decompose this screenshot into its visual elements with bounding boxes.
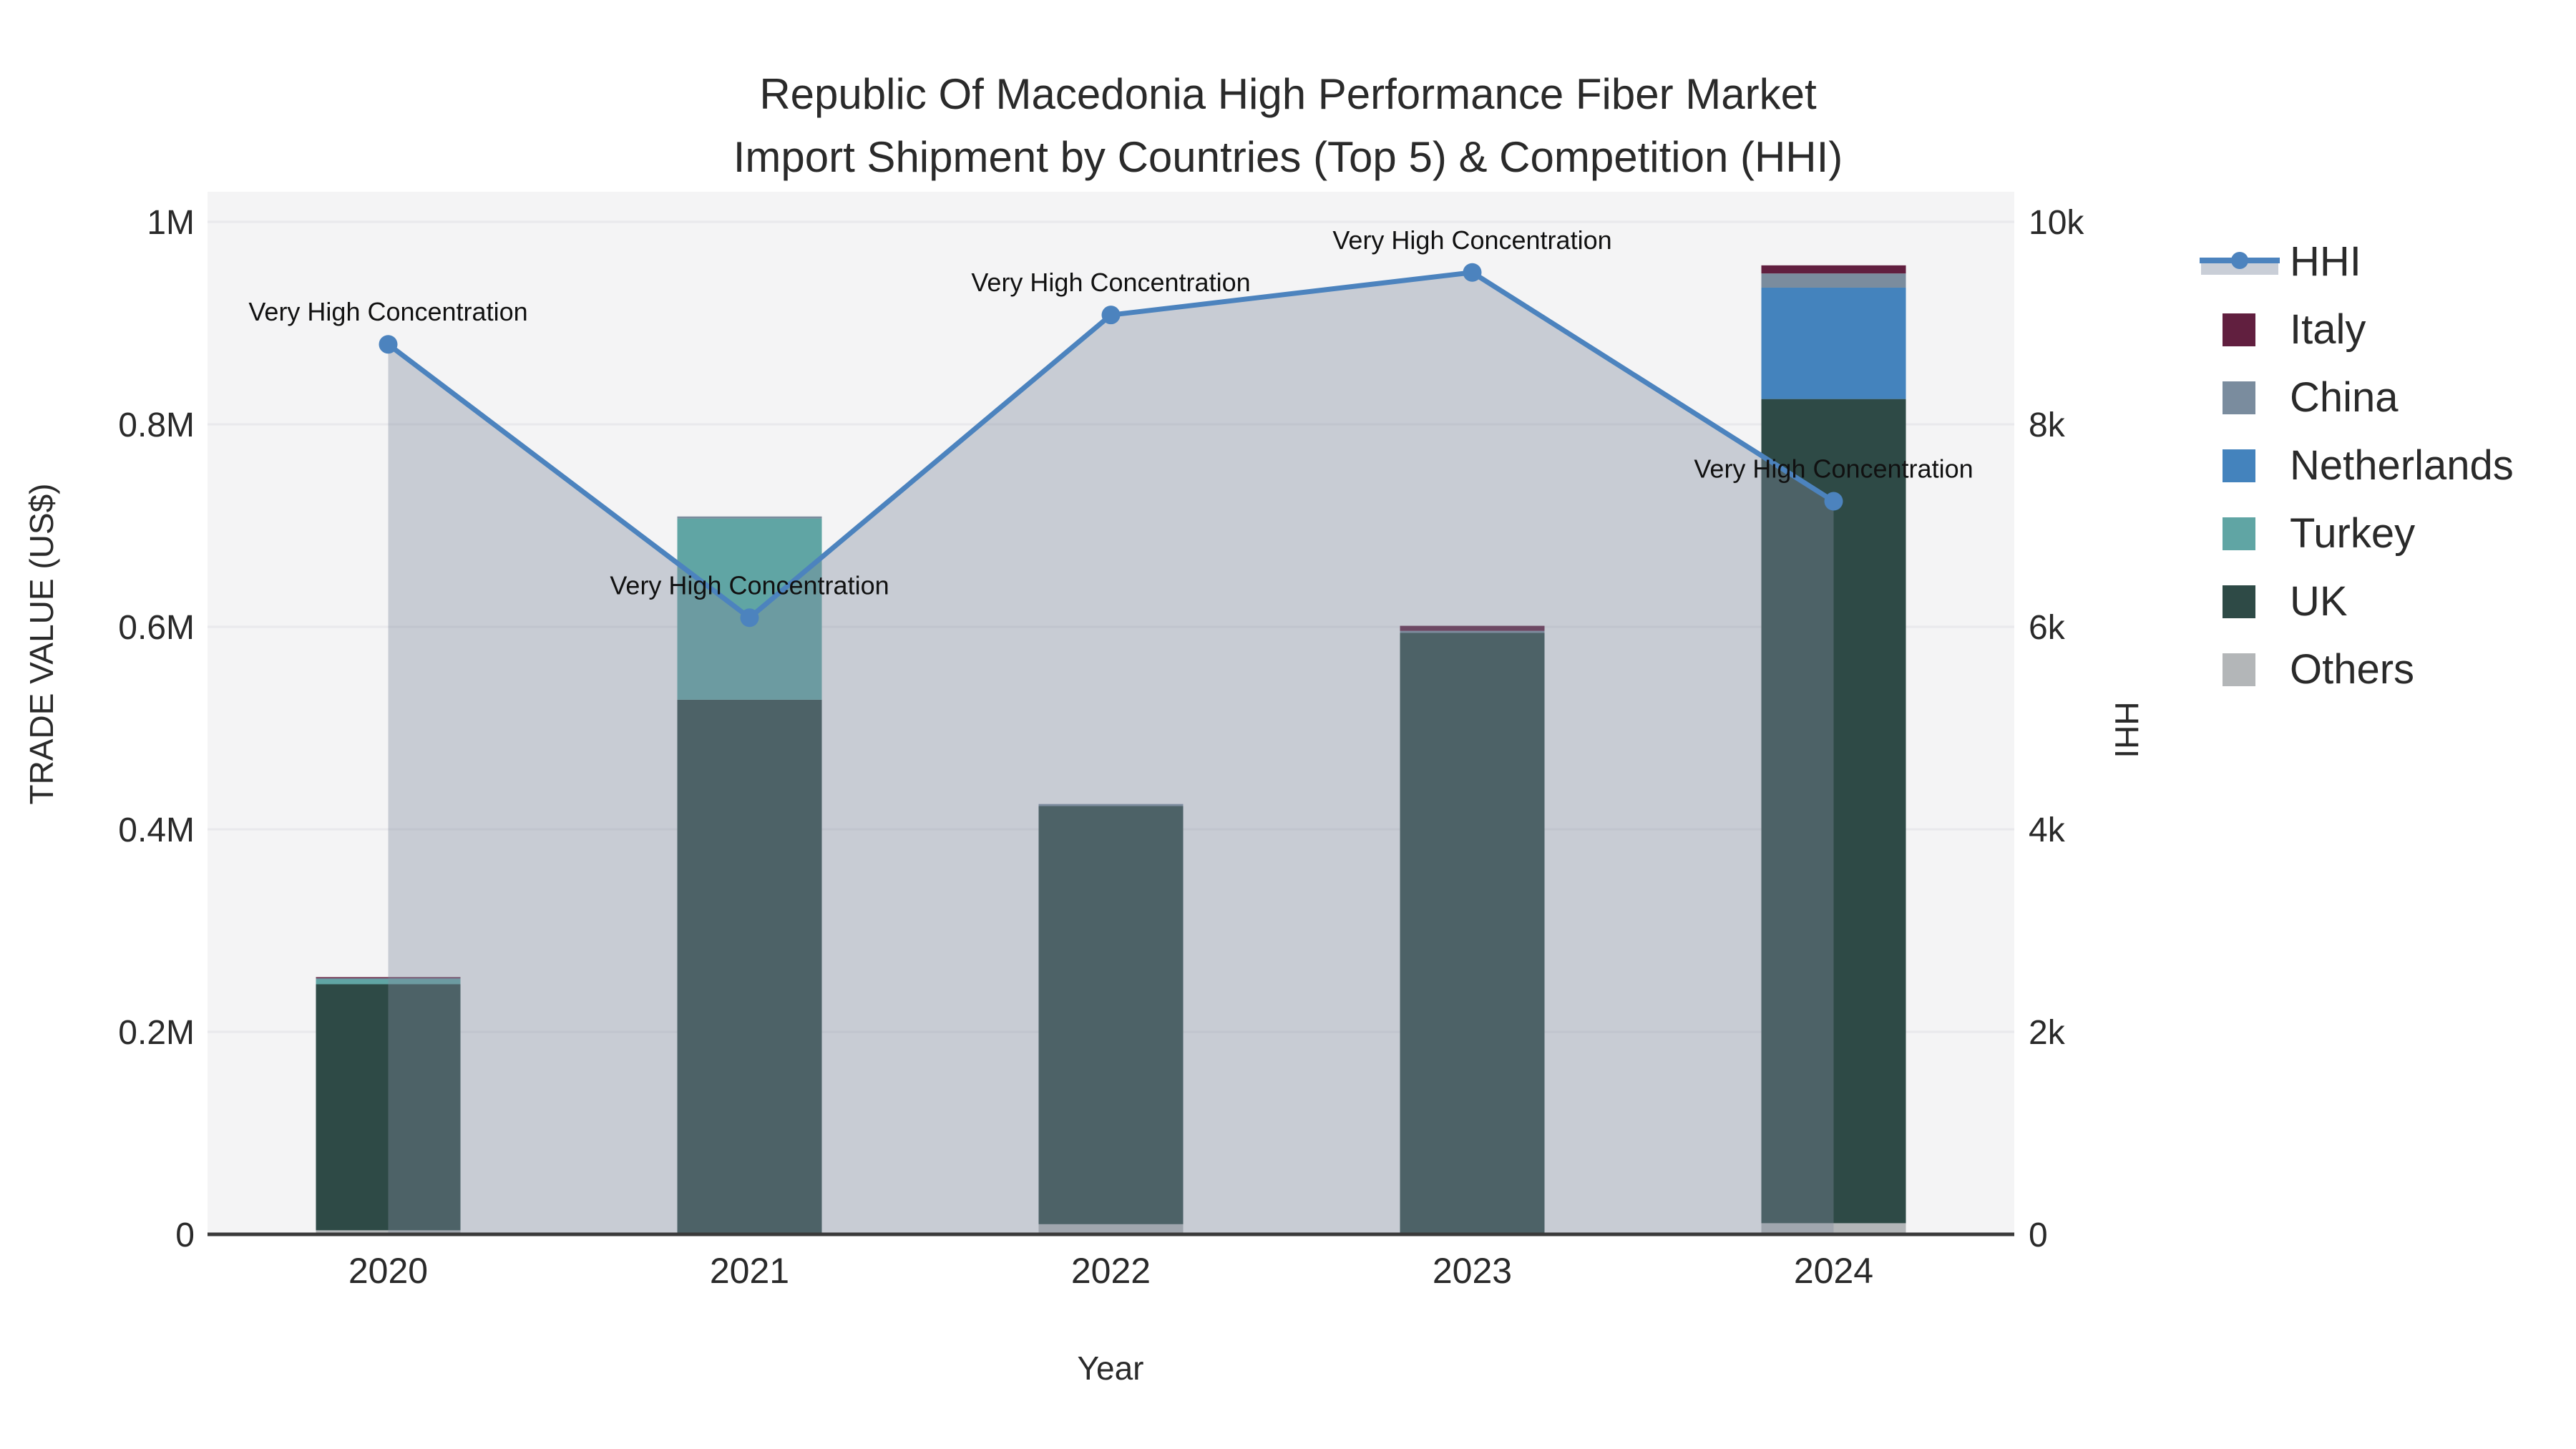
legend-swatch-icon [2198,653,2290,686]
hhi-marker-2024[interactable] [1824,492,1843,511]
bar-segment-others-2022[interactable] [1038,1224,1184,1234]
y-left-tick-label: 0.2M [118,1014,195,1052]
bar-segment-italy-2023[interactable] [1400,625,1545,631]
legend-color-swatch [2223,585,2255,618]
legend-label: China [2290,374,2399,421]
legend-swatch-icon [2198,381,2290,414]
hhi-marker-2021[interactable] [740,608,759,628]
chart-title-line1: Republic Of Macedonia High Performance F… [759,70,1817,118]
hhi-marker-2020[interactable] [379,335,398,354]
hhi-legend-glyph [2200,251,2280,275]
legend-label: Others [2290,646,2415,693]
bar-segment-uk-2020[interactable] [316,984,461,1231]
hhi-line-icon [2198,242,2290,282]
y-left-tick-label: 0.8M [118,406,195,444]
y-left-tick-label: 1M [147,204,195,242]
legend-swatch-icon [2198,313,2290,346]
bar-segment-uk-2022[interactable] [1038,806,1184,1224]
legend-swatch-icon [2198,585,2290,618]
y-right-tick-label: 8k [2029,406,2066,444]
legend-swatch-icon [2198,517,2290,550]
x-axis-title: Year [1077,1350,1144,1387]
hhi-marker-2023[interactable] [1463,263,1482,282]
bar-segment-others-2020[interactable] [316,1230,461,1234]
bar-segment-turkey-2020[interactable] [316,979,461,985]
bar-segment-china-2020[interactable] [316,978,461,980]
legend-item-hhi[interactable]: HHI [2198,228,2514,296]
x-tick-label-2021: 2021 [710,1251,789,1291]
bar-segment-uk-2023[interactable] [1400,633,1545,1234]
bar-segment-italy-2024[interactable] [1761,265,1906,274]
legend-item-china[interactable]: China [2198,364,2514,431]
annotation-very-high-concentration: Very High Concentration [610,570,889,600]
annotation-very-high-concentration: Very High Concentration [971,268,1250,297]
bar-segment-china-2023[interactable] [1400,630,1545,633]
annotation-very-high-concentration: Very High Concentration [248,297,527,326]
x-tick-label-2022: 2022 [1071,1251,1151,1291]
legend-label: HHI [2290,238,2361,285]
legend-label: Turkey [2290,510,2416,557]
y-right-tick-label: 0 [2029,1216,2048,1254]
x-tick-label-2023: 2023 [1433,1251,1512,1291]
legend-item-netherlands[interactable]: Netherlands [2198,431,2514,499]
bar-segment-netherlands-2024[interactable] [1761,287,1906,399]
legend-color-swatch [2223,517,2255,550]
legend-swatch-icon [2198,449,2290,482]
hhi-area-fill [388,272,1834,1234]
y-right-tick-label: 10k [2029,204,2084,242]
bar-segment-china-2024[interactable] [1761,273,1906,288]
y-right-tick-label: 2k [2029,1014,2066,1052]
annotation-very-high-concentration: Very High Concentration [1332,225,1611,255]
x-tick-label-2020: 2020 [348,1251,428,1291]
bar-segment-others-2024[interactable] [1761,1223,1906,1234]
chart-title: Republic Of Macedonia High Performance F… [733,63,1843,189]
bar-segment-uk-2021[interactable] [677,699,822,1234]
legend-item-italy[interactable]: Italy [2198,296,2514,364]
legend-color-swatch [2223,449,2255,482]
y-right-tick-label: 6k [2029,609,2066,647]
bar-segment-uk-2024[interactable] [1761,399,1906,1224]
y-right-tick-label: 4k [2029,811,2066,849]
y-left-tick-label: 0 [175,1216,195,1254]
bar-segment-china-2021[interactable] [677,516,822,519]
y-left-tick-label: 0.4M [118,811,195,849]
chart-title-line2: Import Shipment by Countries (Top 5) & C… [733,133,1843,181]
legend-color-swatch [2223,653,2255,686]
annotation-very-high-concentration: Very High Concentration [1694,454,1973,484]
bar-segment-italy-2020[interactable] [316,977,461,979]
legend-color-swatch [2223,381,2255,414]
legend-item-turkey[interactable]: Turkey [2198,499,2514,567]
y-left-axis-title: TRADE VALUE (US$) [23,483,60,805]
bar-segment-china-2022[interactable] [1038,804,1184,806]
x-tick-label-2024: 2024 [1794,1251,1873,1291]
legend-label: UK [2290,578,2348,625]
legend-label: Italy [2290,306,2366,353]
legend-color-swatch [2223,313,2255,346]
legend-item-uk[interactable]: UK [2198,567,2514,635]
legend-label: Netherlands [2290,442,2514,489]
legend: HHI Italy China Netherlands Turkey UK Others [2198,228,2514,703]
y-left-tick-label: 0.6M [118,609,195,647]
legend-item-others[interactable]: Others [2198,635,2514,703]
y-right-axis-title: HHI [2108,701,2145,758]
hhi-marker-2022[interactable] [1101,306,1121,325]
